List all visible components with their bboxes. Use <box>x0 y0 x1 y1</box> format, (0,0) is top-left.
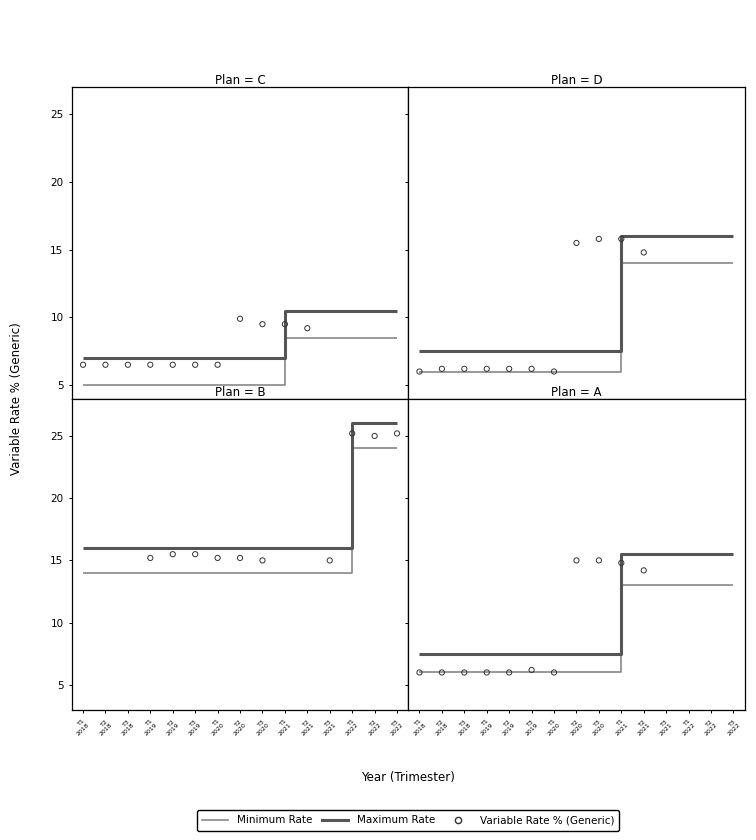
Point <box>525 362 538 375</box>
Point <box>481 666 493 680</box>
Point <box>525 664 538 677</box>
Point <box>279 318 291 331</box>
Point <box>234 551 246 564</box>
Point <box>481 362 493 375</box>
Point <box>346 427 358 440</box>
Title: Plan = D: Plan = D <box>550 75 603 87</box>
Point <box>571 236 583 249</box>
Point <box>212 358 224 371</box>
Point <box>189 548 201 561</box>
Point <box>435 362 448 375</box>
Point <box>166 548 179 561</box>
Legend: Minimum Rate, Maximum Rate, Variable Rate % (Generic): Minimum Rate, Maximum Rate, Variable Rat… <box>197 810 619 831</box>
Text: Year (Trimester): Year (Trimester) <box>361 770 455 784</box>
Point <box>615 556 627 570</box>
Point <box>458 666 470 680</box>
Point <box>256 554 268 567</box>
Point <box>324 554 336 567</box>
Point <box>593 232 605 245</box>
Point <box>637 246 649 260</box>
Point <box>212 551 224 564</box>
Point <box>77 358 89 371</box>
Point <box>301 322 314 335</box>
Title: Plan = B: Plan = B <box>215 386 265 399</box>
Text: Variable Rate % (Generic): Variable Rate % (Generic) <box>10 323 23 475</box>
Point <box>637 564 649 577</box>
Text: FIGURE 2.: FIGURE 2. <box>10 24 107 42</box>
Point <box>166 358 179 371</box>
Text: a: a <box>516 18 524 31</box>
Text: Time vs Change in Variable Rate Range: Time vs Change in Variable Rate Range <box>89 24 438 42</box>
Point <box>503 362 516 375</box>
Text: (generic drugs): (generic drugs) <box>10 60 144 78</box>
Point <box>503 666 516 680</box>
Point <box>548 365 560 378</box>
Point <box>144 358 156 371</box>
Point <box>234 312 246 325</box>
Point <box>548 666 560 680</box>
Point <box>414 666 426 680</box>
Point <box>571 554 583 567</box>
Point <box>435 666 448 680</box>
Point <box>189 358 201 371</box>
Title: Plan = A: Plan = A <box>551 386 602 399</box>
Point <box>369 429 380 443</box>
Point <box>593 554 605 567</box>
Title: Plan = C: Plan = C <box>215 75 265 87</box>
Point <box>615 232 627 245</box>
Point <box>99 358 112 371</box>
Point <box>391 427 403 440</box>
Point <box>256 318 268 331</box>
Point <box>458 362 470 375</box>
Point <box>414 365 426 378</box>
Point <box>122 358 134 371</box>
Point <box>144 551 156 564</box>
